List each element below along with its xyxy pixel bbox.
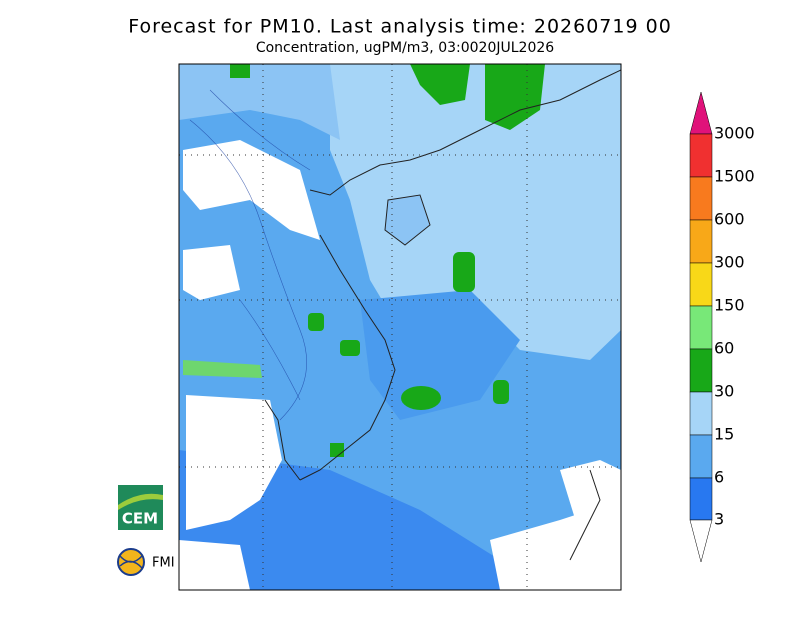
colorbar-label: 3000	[714, 124, 755, 143]
fmi-logo: FMI	[117, 548, 175, 576]
map	[178, 63, 622, 591]
colorbar-label: 30	[714, 382, 734, 401]
colorbar-label: 15	[714, 425, 734, 444]
cem-logo: CEM	[118, 485, 163, 530]
colorbar-label: 6	[714, 468, 724, 487]
colorbar-label: 600	[714, 210, 745, 229]
colorbar	[689, 91, 713, 563]
colorbar-label: 60	[714, 339, 734, 358]
fmi-text: FMI	[152, 556, 175, 571]
colorbar-label: 150	[714, 296, 745, 315]
colorbar-label: 300	[714, 253, 745, 272]
subtitle: Concentration, ugPM/m3, 03:0020JUL2026	[256, 40, 554, 56]
title: Forecast for PM10. Last analysis time: 2…	[128, 16, 672, 38]
colorbar-label: 3	[714, 510, 724, 529]
colorbar-label: 1500	[714, 167, 755, 186]
cem-text: CEM	[122, 510, 158, 528]
